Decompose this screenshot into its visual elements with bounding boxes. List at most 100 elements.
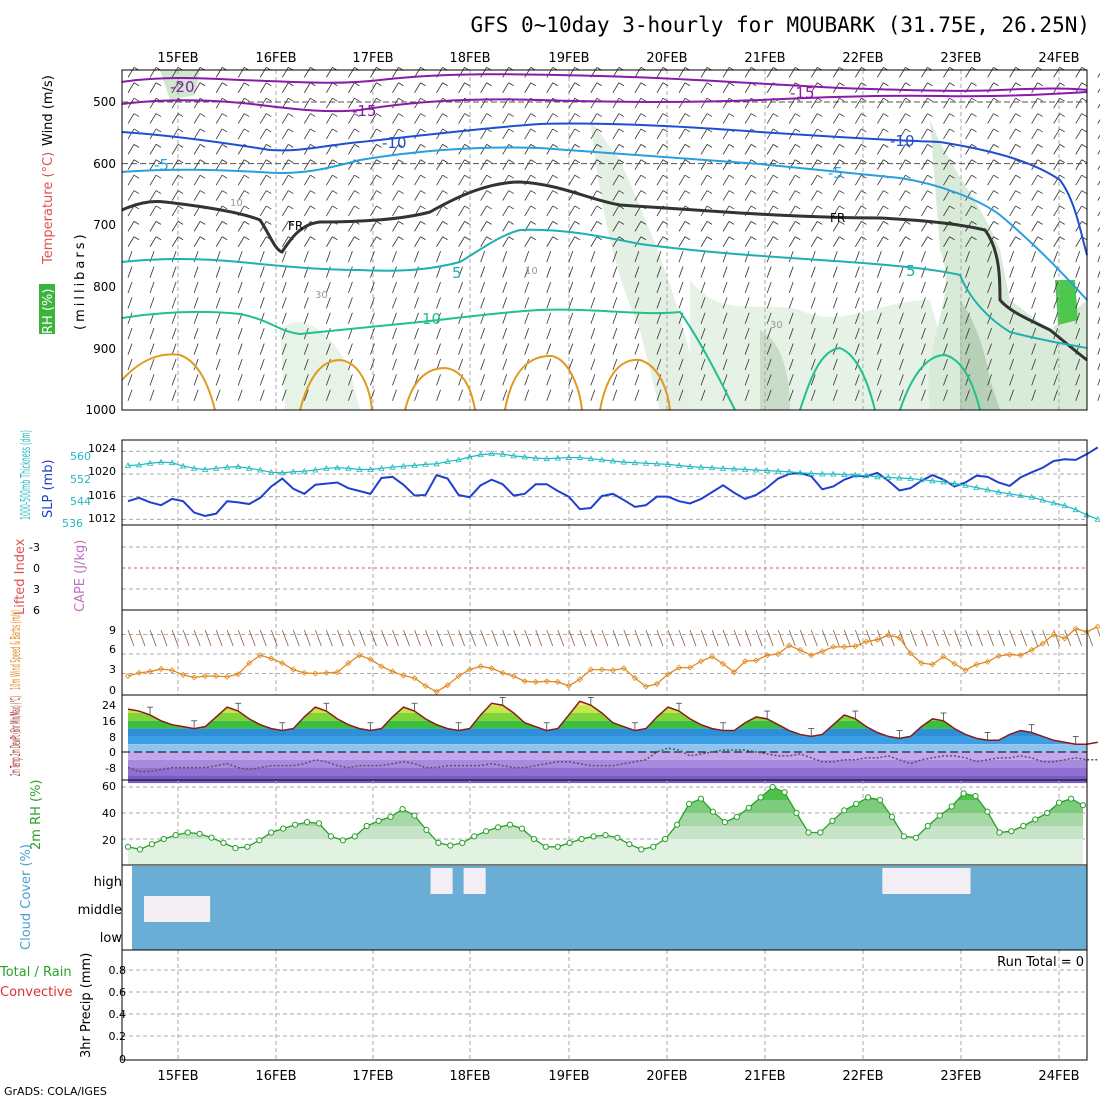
wind10m-barb-21: [359, 629, 366, 647]
wind-barb-438: [987, 128, 994, 140]
rh-point-28: [459, 839, 466, 847]
wind-barb-1115: [899, 251, 904, 263]
wind-barb-flag-933: [486, 221, 492, 225]
wind-barb-flag-715: [1059, 174, 1065, 179]
wind-barb-1094: [436, 251, 441, 263]
wind-barb-1341: [921, 328, 926, 340]
wind-barb-1180: [348, 281, 353, 294]
wind-barb-flag-423: [817, 128, 823, 133]
wind-barb-1521: [921, 389, 926, 401]
wind-barb-682: [700, 174, 708, 186]
wind10m-point-54: [720, 660, 727, 667]
wind-barb-flag-733: [266, 190, 272, 194]
wind-barb-1204: [876, 281, 882, 294]
wind-barb-844: [502, 205, 510, 217]
rh-point-41: [614, 834, 621, 841]
wind-barb-808: [1097, 196, 1100, 201]
wind-barb-flag-133: [596, 82, 603, 87]
wind-barb-1198: [744, 281, 750, 294]
wind-barb-flag-549: [221, 159, 228, 164]
wind-barb-158: [877, 82, 884, 93]
wind-barb-262: [1031, 97, 1038, 109]
ytick-thk-560: 560: [70, 450, 91, 463]
wind-barb-1091: [370, 251, 375, 263]
wind-barb-1495: [348, 389, 353, 401]
wind-barb-724: [171, 190, 179, 201]
ytick-thk-544: 544: [70, 495, 91, 508]
wind-barb-1357: [281, 343, 287, 355]
panel-wind10m: 9 6 3 0 10m Wind Speed & Barbs (m/s): [9, 609, 1100, 697]
wind-barb-flag-1013: [376, 236, 382, 241]
wind-barb-12: [259, 67, 267, 78]
wind-barb-18: [326, 67, 333, 78]
thickness-point-34: [499, 450, 506, 457]
wind-barb-1060: [899, 236, 906, 247]
wind10m-point-80: [1006, 651, 1013, 658]
wind-barb-1456: [480, 374, 486, 386]
wind-barb-1408: [414, 358, 419, 371]
wind10m-point-50: [675, 664, 683, 671]
rh-point-0: [124, 843, 132, 850]
thickness-point-32: [477, 451, 484, 458]
rh-point-18: [339, 837, 346, 844]
wind10m-barbs: [127, 629, 1100, 647]
wind-barb-970: [899, 221, 906, 232]
wind-barb-204: [392, 97, 399, 109]
wind-barb-1116: [921, 251, 926, 263]
rh-point-34: [530, 835, 537, 843]
wind10m-point-52: [697, 658, 705, 665]
wind-barb-1223: [303, 297, 309, 309]
wind-barb-flag-309: [552, 113, 558, 117]
wind-barb-178: [1097, 88, 1100, 93]
wind-barb-1097: [502, 251, 508, 263]
wind-barb-flag-1065: [949, 236, 955, 241]
contour-neg20: [121, 73, 1088, 92]
wind-barb-1102: [612, 251, 618, 263]
wind-barb-322: [700, 113, 708, 124]
wind-barb-1515: [788, 389, 794, 401]
wind-barb-flag-785: [839, 190, 845, 194]
wind-barb-flag-473: [376, 144, 382, 148]
wind-barb-1392: [1053, 343, 1059, 355]
wind-barb-1311: [259, 328, 265, 340]
wind-barb-1050: [788, 236, 796, 247]
temp-line: [127, 700, 1098, 745]
rh-point-27: [447, 842, 454, 849]
wind-barb-flag-311: [574, 113, 581, 117]
wind-barb-544: [171, 159, 179, 170]
rh-point-74: [1008, 828, 1015, 835]
wind-barb-flag-637: [199, 174, 206, 179]
date-label-bottom-3: 18FEB: [449, 1069, 490, 1084]
wind10m-barb-31: [469, 629, 476, 647]
date-label-top-2: 17FEB: [352, 51, 393, 66]
rh-shade-8: [760, 330, 790, 410]
wind-barb-26: [414, 67, 421, 78]
temperature-band-8: [128, 759, 1087, 768]
wind-barb-flag-775: [728, 190, 735, 194]
wind10m-barb-49: [667, 629, 675, 647]
wind-barb-694: [832, 174, 840, 186]
wind10m-point-7: [202, 673, 209, 680]
wind-barb-flag-505: [728, 144, 735, 148]
wind-barb-flag-723: [155, 190, 162, 194]
wind-barb-flag-457: [199, 144, 206, 148]
wind-barb-flag-375: [288, 128, 294, 133]
thickness-point-7: [201, 466, 209, 472]
wind-barb-flag-1061: [905, 236, 911, 241]
dewpoint-line: [127, 747, 1098, 773]
wind-barb-flag-777: [750, 190, 757, 194]
wind-barb-590: [678, 159, 686, 170]
wind10m-barb-48: [656, 629, 664, 647]
ytick-p-08: 0.8: [109, 964, 127, 977]
wind-barb-1164: [987, 266, 992, 278]
wind-barb-1334: [766, 328, 772, 340]
rh-point-61: [853, 800, 860, 808]
wind10m-barb-27: [425, 629, 432, 647]
thickness-point-9: [224, 463, 231, 470]
wind-barb-flag-519: [883, 144, 889, 148]
rh-point-24: [411, 812, 418, 819]
wind-barb-flag-819: [221, 205, 228, 210]
wind-barb-1441: [149, 374, 155, 386]
wind-barb-1416: [590, 358, 596, 371]
wind-barb-flag-245: [839, 97, 845, 102]
